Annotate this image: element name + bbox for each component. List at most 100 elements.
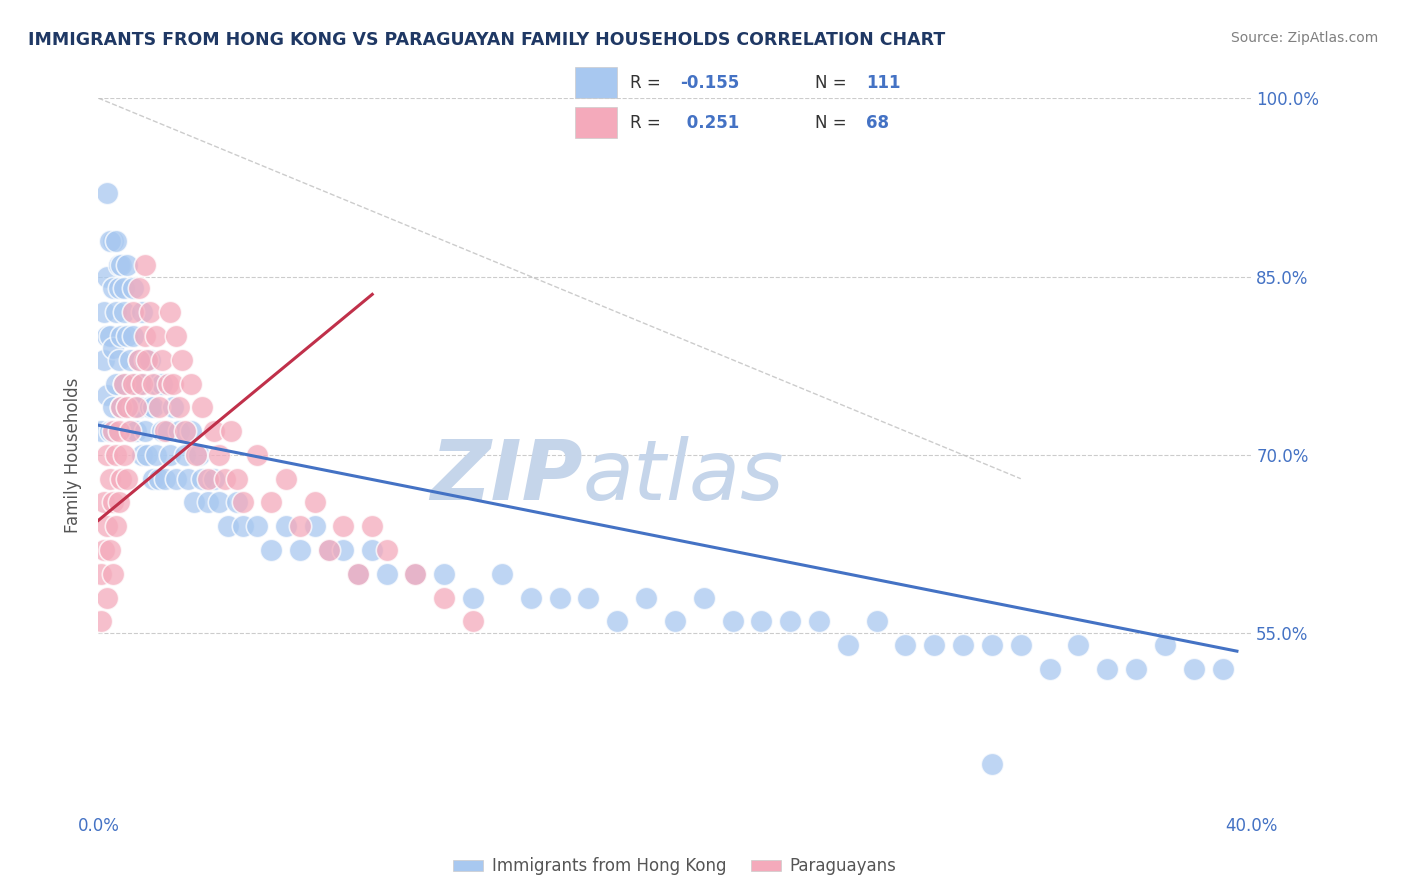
Point <box>112 448 135 462</box>
Point <box>101 281 124 295</box>
Text: 111: 111 <box>866 73 901 92</box>
Point <box>1212 662 1234 676</box>
Point <box>117 401 139 415</box>
Point <box>136 448 159 462</box>
Point <box>122 281 145 295</box>
Point <box>1125 662 1147 676</box>
Point <box>318 543 340 558</box>
Point <box>208 448 231 462</box>
Point <box>107 258 129 272</box>
Point <box>90 615 112 629</box>
Y-axis label: Family Households: Family Households <box>65 377 83 533</box>
Point <box>274 519 297 533</box>
Point <box>174 424 197 438</box>
Point <box>96 519 118 533</box>
Point <box>112 305 135 319</box>
Point <box>134 258 156 272</box>
Point <box>139 352 162 367</box>
Point <box>159 448 181 462</box>
Point <box>894 638 917 652</box>
Point <box>134 329 156 343</box>
Point <box>361 519 384 533</box>
Point <box>104 519 127 533</box>
Point <box>156 424 179 438</box>
Point <box>98 424 121 438</box>
Point <box>167 424 190 438</box>
Point <box>110 258 132 272</box>
Point <box>520 591 543 605</box>
Point <box>128 281 150 295</box>
Point <box>837 638 859 652</box>
Point <box>134 424 156 438</box>
Point <box>136 352 159 367</box>
Point <box>112 281 135 295</box>
Point <box>125 424 148 438</box>
Point <box>405 566 427 581</box>
Point <box>180 376 202 391</box>
Text: R =: R = <box>630 113 666 132</box>
Point <box>125 401 148 415</box>
Point <box>225 472 247 486</box>
Point <box>191 472 214 486</box>
Point <box>101 234 124 248</box>
Point <box>405 566 427 581</box>
Point <box>120 424 142 438</box>
Point <box>101 495 124 509</box>
Point <box>183 495 205 509</box>
Point <box>433 566 456 581</box>
Point <box>197 472 219 486</box>
Text: 0.251: 0.251 <box>681 113 738 132</box>
Point <box>177 472 200 486</box>
Point <box>159 305 181 319</box>
Point <box>260 543 283 558</box>
Point <box>721 615 744 629</box>
Point <box>104 305 127 319</box>
Point <box>150 376 173 391</box>
Point <box>225 495 247 509</box>
Point <box>128 352 150 367</box>
Point <box>346 566 368 581</box>
Point <box>101 424 124 438</box>
Point <box>98 543 121 558</box>
Point <box>208 495 231 509</box>
Point <box>148 401 170 415</box>
Point <box>120 352 142 367</box>
Point <box>180 424 202 438</box>
Point <box>197 495 219 509</box>
Point <box>107 352 129 367</box>
Point <box>260 495 283 509</box>
Point <box>125 376 148 391</box>
Point <box>361 543 384 558</box>
Point <box>93 495 115 509</box>
Point <box>1010 638 1032 652</box>
Point <box>636 591 658 605</box>
Point <box>142 401 165 415</box>
Point <box>107 424 129 438</box>
Point <box>101 341 124 355</box>
Point <box>751 615 773 629</box>
Bar <box>575 107 617 138</box>
Point <box>461 591 484 605</box>
Point <box>142 472 165 486</box>
Point <box>96 329 118 343</box>
Point <box>332 543 354 558</box>
Point <box>122 401 145 415</box>
Point <box>142 376 165 391</box>
Point <box>148 472 170 486</box>
Point <box>807 615 830 629</box>
Point <box>117 401 139 415</box>
Point <box>153 472 176 486</box>
Point <box>153 424 176 438</box>
Point <box>139 401 162 415</box>
Point <box>219 424 242 438</box>
Text: Source: ZipAtlas.com: Source: ZipAtlas.com <box>1230 31 1378 45</box>
Text: IMMIGRANTS FROM HONG KONG VS PARAGUAYAN FAMILY HOUSEHOLDS CORRELATION CHART: IMMIGRANTS FROM HONG KONG VS PARAGUAYAN … <box>28 31 945 49</box>
Point <box>104 376 127 391</box>
Point <box>167 401 190 415</box>
Point <box>93 352 115 367</box>
Point <box>110 329 132 343</box>
Text: -0.155: -0.155 <box>681 73 740 92</box>
Point <box>110 401 132 415</box>
Point <box>170 352 193 367</box>
Point <box>96 269 118 284</box>
